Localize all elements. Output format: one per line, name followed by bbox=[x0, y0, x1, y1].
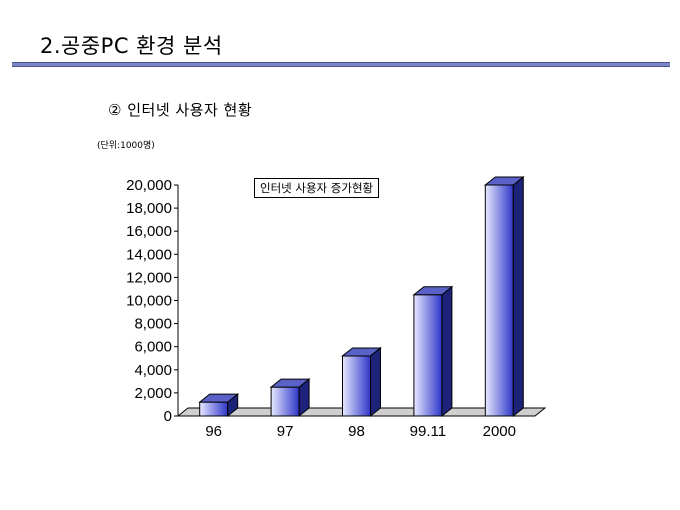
bar-front bbox=[199, 401, 229, 417]
y-tick-label: 4,000 bbox=[134, 362, 172, 379]
category-label: 97 bbox=[277, 423, 294, 440]
bar-top bbox=[269, 378, 311, 388]
bar bbox=[483, 175, 525, 418]
y-tick-label: 12,000 bbox=[126, 269, 172, 286]
y-axis: 0 2,000 4,000 6,000 8,000 10,000 12,000 14,000 1… bbox=[126, 177, 535, 425]
bar-side bbox=[370, 346, 381, 418]
bar-front bbox=[484, 184, 514, 417]
bar-top bbox=[483, 176, 525, 186]
bar-top bbox=[341, 347, 382, 357]
y-tick-label: 20,000 bbox=[126, 177, 172, 194]
category-label: 2000 bbox=[483, 423, 516, 440]
y-tick-label: 6,000 bbox=[134, 339, 172, 356]
category-label: 99.11 bbox=[410, 423, 446, 440]
bar bbox=[341, 346, 382, 418]
section-title: ② 인터넷 사용자 현황 bbox=[108, 101, 253, 119]
slide-title: 2.공중PC 환경 분석 bbox=[40, 34, 223, 58]
category-label: 98 bbox=[348, 423, 365, 440]
category-labels: 96 97 98 99.11 2000 bbox=[205, 423, 516, 440]
bar-front bbox=[342, 355, 371, 417]
bar-side bbox=[441, 285, 453, 418]
unit-label: (단위:1000명) bbox=[97, 141, 155, 151]
bars bbox=[198, 175, 525, 418]
y-tick-label: 10,000 bbox=[126, 293, 172, 310]
bar-top bbox=[198, 393, 240, 403]
y-tick-label: 0 bbox=[164, 408, 172, 425]
y-tick-label: 2,000 bbox=[134, 385, 172, 402]
bar-side bbox=[512, 175, 524, 418]
category-label: 96 bbox=[205, 423, 222, 440]
bar bbox=[269, 378, 311, 418]
chart-legend: 인터넷 사용자 증가현황 bbox=[254, 178, 380, 198]
bar-front bbox=[270, 386, 300, 417]
y-tick-label: 14,000 bbox=[126, 246, 172, 263]
y-tick-label: 18,000 bbox=[126, 200, 172, 217]
bar bbox=[198, 393, 240, 418]
y-tick-label: 8,000 bbox=[134, 316, 172, 333]
bar-front bbox=[413, 294, 443, 417]
bar-top bbox=[412, 286, 454, 296]
title-underline bbox=[12, 62, 670, 67]
y-tick-label: 16,000 bbox=[126, 223, 172, 240]
bar bbox=[412, 285, 454, 418]
